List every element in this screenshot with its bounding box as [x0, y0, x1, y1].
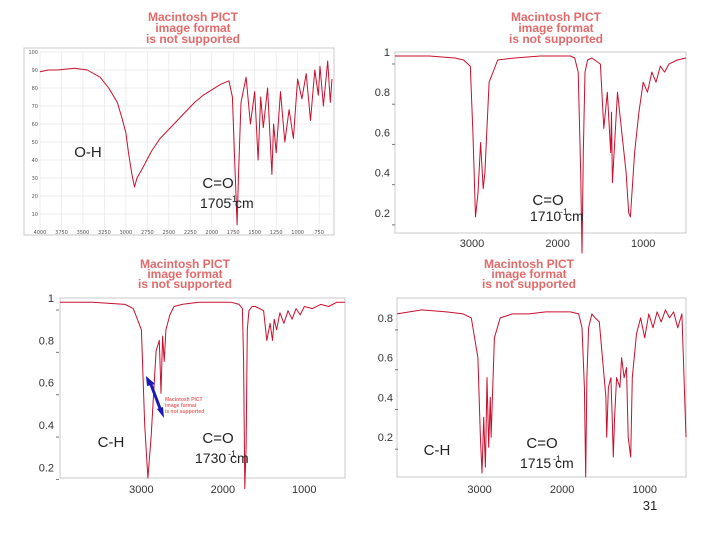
x-tick-label: 2000 — [211, 484, 235, 496]
y-tick-label: 10 — [32, 212, 38, 218]
x-tick-label: 3000 — [120, 230, 133, 236]
spectrum-line — [60, 301, 345, 490]
y-tick-label: 60 — [32, 122, 38, 128]
page-number: 31 — [643, 498, 657, 513]
x-tick-label: 3250 — [98, 230, 111, 236]
peak-label: C=O — [532, 192, 563, 209]
x-tick-label: 2000 — [550, 484, 574, 496]
pict-placeholder-2: Macintosh PICT image format is not suppo… — [509, 10, 603, 46]
y-tick-label: 50 — [32, 140, 38, 146]
x-tick-label: 3000 — [129, 484, 153, 496]
pict-line-2: image format — [147, 267, 222, 281]
plot-frame — [394, 51, 687, 234]
y-tick-label: 40 — [32, 158, 38, 164]
peak-wavenumber-exponent: -1 — [229, 194, 237, 204]
blue-arrow-icon — [146, 376, 164, 418]
pict-line-3: is not supported — [509, 32, 603, 46]
plot-frame — [23, 47, 335, 236]
x-tick-label: 4000 — [34, 230, 47, 236]
pict-line-1: Macintosh PICT — [140, 257, 231, 271]
x-tick-label: 2750 — [141, 230, 154, 236]
plot-frame — [59, 297, 346, 479]
y-tick-label: 70 — [32, 104, 38, 110]
y-tick-label: 30 — [32, 176, 38, 182]
x-tick-label: 3500 — [77, 230, 90, 236]
peak-label: C-H — [98, 434, 125, 451]
y-tick-label: 1 — [48, 293, 54, 305]
x-tick-label: 1000 — [631, 238, 655, 250]
y-tick-label: 80 — [32, 86, 38, 92]
y-tick-label: 0.6 — [39, 378, 54, 390]
pict-line-1: Macintosh PICT — [484, 257, 575, 271]
x-tick-label: 3000 — [467, 484, 491, 496]
peak-wavenumber: 1730 cm — [195, 450, 249, 466]
peak-label: O-H — [74, 144, 102, 161]
y-tick-label: 0.4 — [375, 168, 390, 180]
y-tick-label: 0.2 — [39, 462, 54, 474]
x-tick-label: 2000 — [205, 230, 218, 236]
x-tick-label: 1250 — [270, 230, 283, 236]
peak-wavenumber: 1710 cm — [530, 208, 584, 224]
y-tick-label: 90 — [32, 68, 38, 74]
peak-wavenumber: 1705 cm — [200, 195, 254, 211]
y-tick-label: 0.4 — [39, 420, 54, 432]
x-tick-label: 750 — [314, 230, 324, 236]
pict-line-3: is not supported — [138, 277, 232, 291]
y-tick-label: 0.8 — [378, 313, 393, 325]
peak-wavenumber-exponent: -1 — [228, 449, 236, 459]
x-tick-label: 2500 — [162, 230, 175, 236]
x-tick-label: 3750 — [55, 230, 68, 236]
y-tick-label: 100 — [28, 50, 38, 56]
y-tick-label: 0.8 — [39, 335, 54, 347]
mini-pict-line-1: Macintosh PICT — [165, 397, 203, 403]
x-tick-label: 1000 — [291, 230, 304, 236]
peak-wavenumber-exponent: -1 — [560, 207, 568, 217]
peak-wavenumber: 1715 cm — [520, 455, 574, 471]
plot-frame — [396, 297, 687, 478]
spectrum-line — [39, 60, 333, 226]
pict-line-3: is not supported — [482, 277, 576, 291]
y-tick-label: 0.6 — [378, 353, 393, 365]
peak-label: C=O — [202, 430, 233, 447]
peak-label: C-H — [424, 442, 451, 459]
pict-placeholder-4: Macintosh PICT image format is not suppo… — [482, 257, 576, 291]
spectrum-line — [396, 309, 687, 478]
x-tick-label: 1000 — [292, 484, 316, 496]
y-tick-label: 0.4 — [378, 392, 393, 404]
pict-line-1: Macintosh PICT — [148, 10, 239, 24]
peak-label: C=O — [202, 175, 233, 192]
pict-placeholder-3: Macintosh PICT image format is not suppo… — [138, 257, 232, 291]
ir-spectrum-top-left: 100 90 80 70 60 50 40 30 20 10 4000 3750 3500 3250 300… — [23, 47, 335, 236]
mini-pict-line-2: image format — [165, 403, 197, 409]
mini-pict-line-3: is not supported — [165, 409, 204, 415]
x-tick-label: 1750 — [227, 230, 240, 236]
peak-label: C=O — [526, 435, 557, 452]
x-tick-label: 2250 — [184, 230, 197, 236]
pict-placeholder-1: Macintosh PICT image format is not suppo… — [146, 10, 240, 46]
pict-line-2: image format — [491, 267, 566, 281]
peak-wavenumber-exponent: -1 — [553, 454, 561, 464]
ir-spectrum-bottom-left: 1 0.8 0.6 0.4 0.2 3000 2000 1000 C-H C=O 1730 cm-1 — [39, 293, 346, 496]
x-tick-label: 1500 — [248, 230, 261, 236]
pict-line-1: Macintosh PICT — [511, 10, 602, 24]
y-tick-label: 0.2 — [378, 432, 393, 444]
y-tick-label: 0.8 — [375, 87, 390, 99]
pict-line-3: is not supported — [146, 32, 240, 46]
mini-pict-placeholder: Macintosh PICT image format is not suppo… — [165, 397, 204, 415]
x-tick-label: 3000 — [460, 238, 484, 250]
y-tick-label: 1 — [384, 47, 390, 59]
ir-spectrum-bottom-right: 0.8 0.6 0.4 0.2 3000 2000 1000 C-H C=O 1715 cm-1 — [378, 297, 687, 496]
x-tick-label: 2000 — [545, 238, 569, 250]
pict-line-2: image format — [518, 21, 593, 35]
y-tick-label: 0.6 — [375, 127, 390, 139]
y-tick-label: 20 — [32, 194, 38, 200]
x-tick-label: 1000 — [632, 484, 656, 496]
pict-line-2: image format — [155, 21, 230, 35]
y-tick-label: 0.2 — [375, 208, 390, 220]
spectrum-line — [395, 55, 687, 254]
